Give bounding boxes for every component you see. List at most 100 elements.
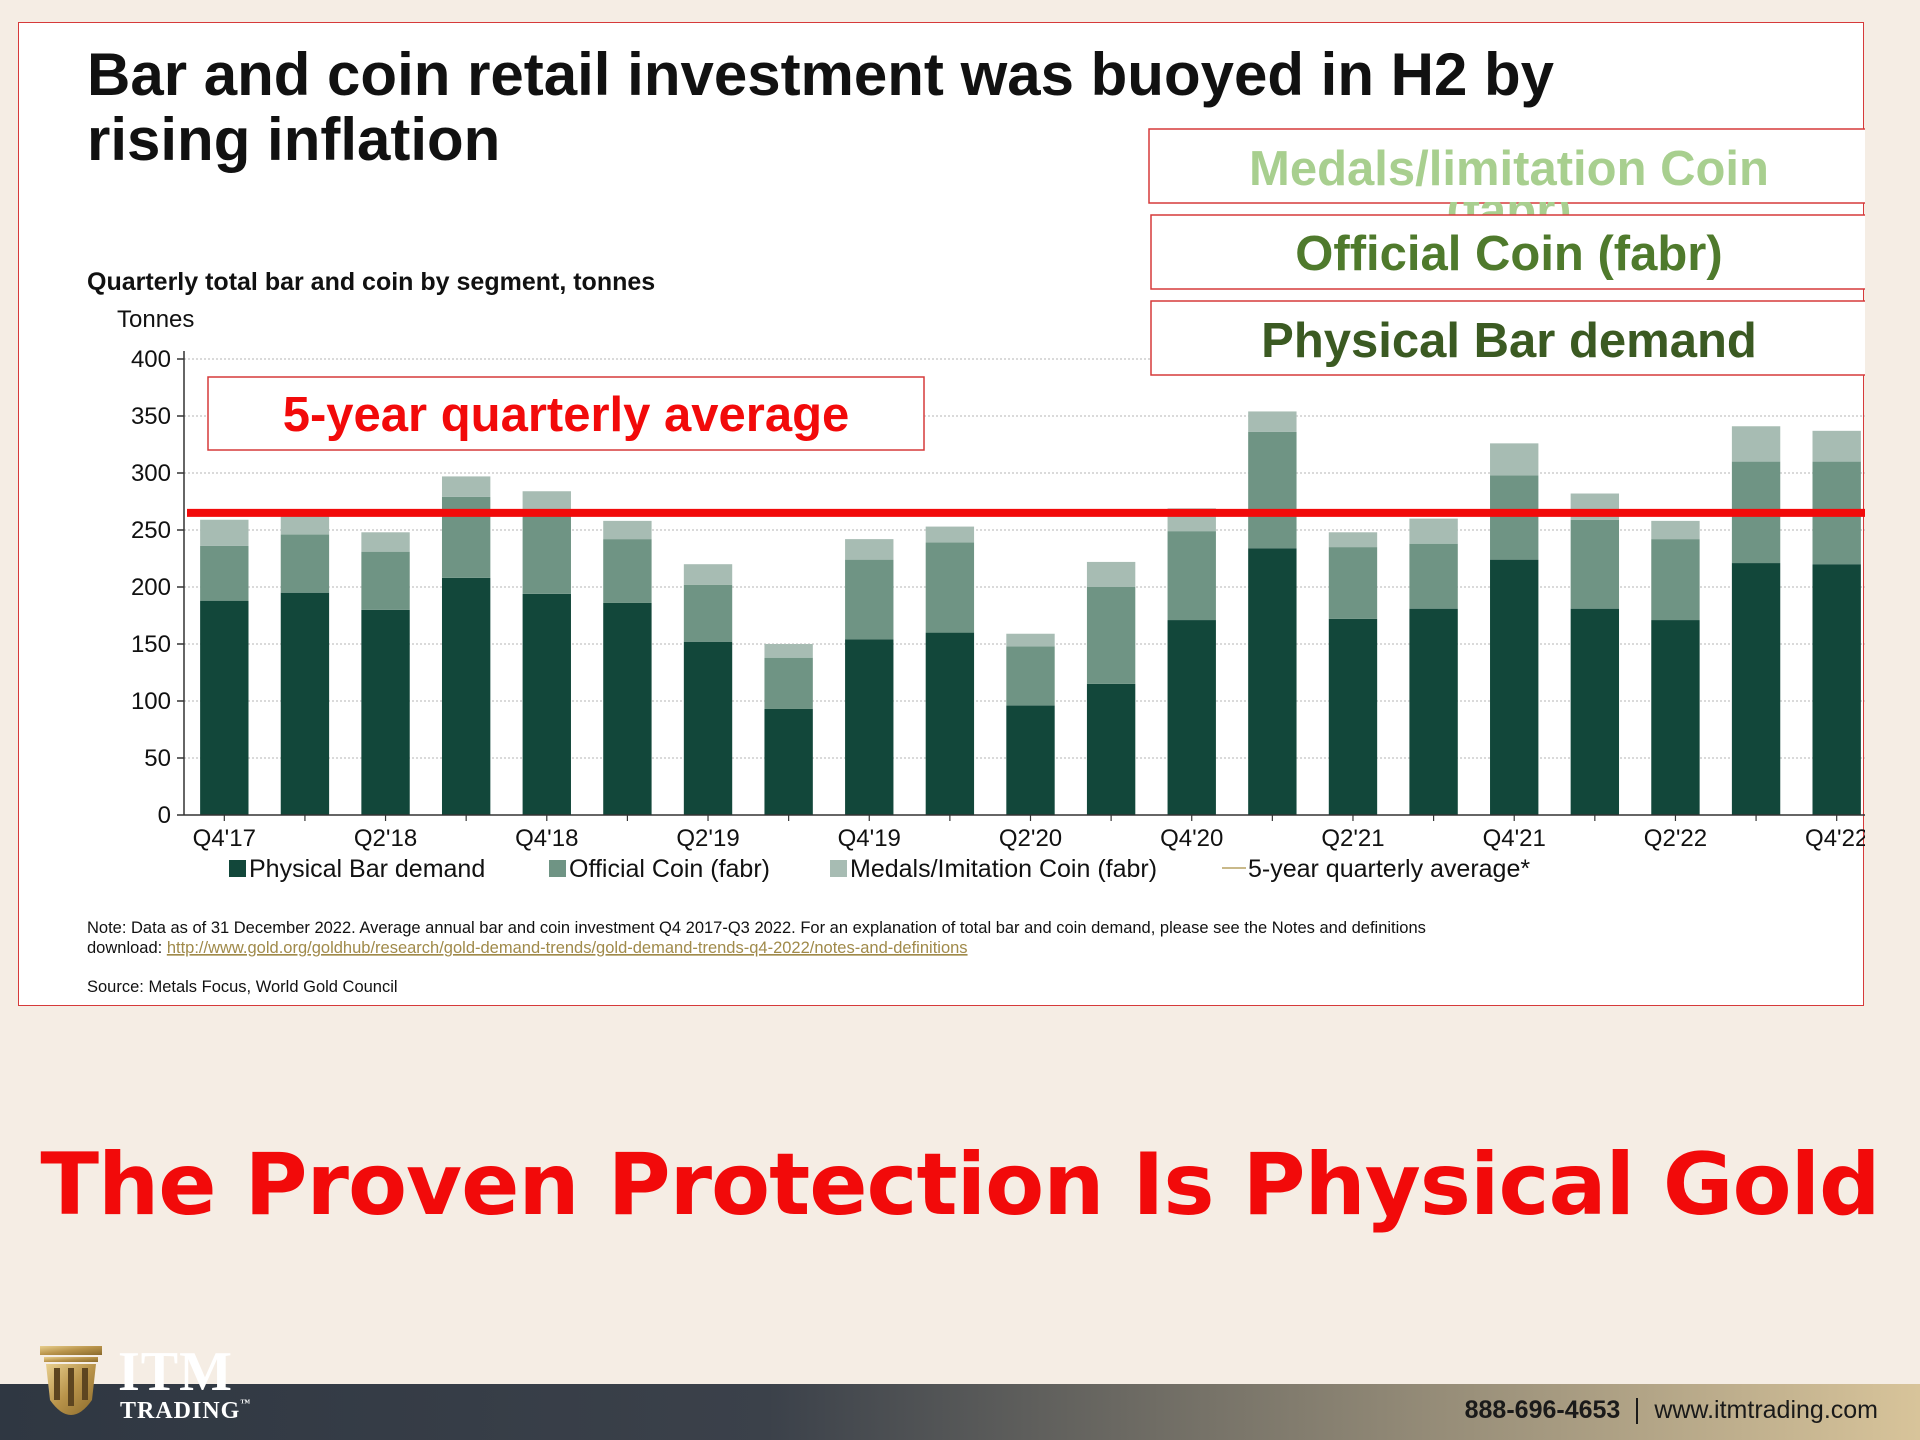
chart-source: Source: Metals Focus, World Gold Council [87, 978, 398, 996]
bar-segment [1409, 543, 1458, 609]
bar-segment [764, 644, 813, 658]
legend-swatch [549, 860, 566, 877]
bars [200, 411, 1861, 815]
legend-swatch [830, 860, 847, 877]
y-tick-label: 300 [131, 460, 171, 487]
bar-segment [603, 520, 652, 540]
logo-text-itm: ITM [118, 1341, 233, 1403]
bar-segment [1086, 561, 1136, 587]
bar-segment [1490, 475, 1539, 560]
x-tick-label: Q4'18 [515, 825, 578, 852]
bar-segment [522, 516, 571, 594]
x-tick-label: Q2'22 [1644, 825, 1707, 852]
callout-average-text: 5-year quarterly average [283, 388, 850, 442]
footer-website[interactable]: www.itmtrading.com [1654, 1396, 1878, 1424]
bar-segment [280, 511, 330, 535]
bar-segment [1490, 559, 1539, 815]
x-tick-label: Q2'19 [676, 825, 739, 852]
y-tick-label: 250 [131, 517, 171, 544]
bar-segment [1409, 518, 1458, 544]
footer-contact: 888-696-4653 www.itmtrading.com [1465, 1396, 1878, 1425]
bar-segment [845, 559, 894, 640]
legend-label: Physical Bar demand [249, 855, 485, 883]
bar-segment [1490, 443, 1539, 476]
legend-label: 5-year quarterly average* [1248, 855, 1530, 883]
y-tick-label: 100 [131, 688, 171, 715]
bar-segment [1731, 563, 1781, 815]
x-tick-label: Q4'20 [1160, 825, 1223, 852]
bar-segment [1086, 683, 1136, 815]
pillar-icon [40, 1346, 102, 1415]
logo-trademark: ™ [240, 1398, 252, 1409]
chart-subtitle: Quarterly total bar and coin by segment,… [87, 268, 655, 296]
bar-segment [200, 519, 249, 546]
y-tick-label: 150 [131, 631, 171, 658]
bar-segment [1651, 539, 1700, 621]
bar-segment [1328, 547, 1378, 619]
x-tick-label: Q4'21 [1483, 825, 1546, 852]
bar-segment [1651, 520, 1700, 540]
bar-segment [1248, 431, 1297, 549]
bar-segment [925, 542, 975, 633]
bar-segment [1328, 532, 1378, 548]
bar-segment [1006, 646, 1055, 706]
bar-segment [1812, 564, 1861, 815]
bar-segment [1248, 411, 1297, 432]
bar-segment [1167, 620, 1216, 815]
bar-segment [603, 539, 652, 603]
x-tick-label: Q2'18 [354, 825, 417, 852]
bar-segment [764, 708, 813, 815]
bar-segment [1651, 620, 1700, 815]
logo-text-trading-word: TRADING [120, 1398, 241, 1424]
bar-segment [200, 545, 249, 601]
bar-segment [200, 600, 249, 815]
bar-segment [280, 592, 330, 815]
bar-segment [925, 632, 975, 815]
itm-trading-logo: ITM TRADING™ [36, 1340, 256, 1430]
chart-panel: Bar and coin retail investment was buoye… [18, 22, 1865, 1006]
y-tick-label: 0 [158, 802, 171, 829]
bar-segment [683, 564, 733, 585]
legend: Physical Bar demand Official Coin (fabr) M… [229, 855, 1530, 883]
bar-segment [764, 657, 813, 709]
callout-medals: (fabr) Medals/limitation Coin [1148, 128, 1865, 238]
footer-bar [0, 1384, 1920, 1440]
y-tick-label: 350 [131, 403, 171, 430]
x-tick-label: Q4'19 [838, 825, 901, 852]
x-tick-label: Q2'21 [1321, 825, 1384, 852]
chart-note-line-2: download: http://www.gold.org/goldhub/re… [87, 939, 968, 957]
bar-segment [1086, 587, 1136, 684]
y-tick-label: 200 [131, 574, 171, 601]
bar-segment [925, 526, 975, 543]
stacked-bar-chart: Bar and coin retail investment was buoye… [87, 41, 1865, 996]
x-tick-label: Q4'22 [1805, 825, 1865, 852]
bar-segment [1812, 430, 1861, 462]
x-tick-label: Q2'20 [999, 825, 1062, 852]
footer-divider [1636, 1397, 1639, 1424]
bar-segment [1328, 618, 1378, 815]
bar-segment [1731, 426, 1781, 462]
bar-segment [361, 551, 410, 610]
bar-segment [1006, 633, 1055, 647]
bar-segment [683, 641, 733, 815]
chart-note-line-1: Note: Data as of 31 December 2022. Avera… [87, 919, 1426, 937]
callout-average: 5-year quarterly average [207, 376, 925, 451]
logo-text-trading: TRADING™ [120, 1398, 251, 1425]
x-tick-label: Q4'17 [193, 825, 256, 852]
chart-title-line-1: Bar and coin retail investment was buoye… [87, 41, 1555, 108]
bar-segment [1167, 531, 1216, 621]
bar-segment [603, 602, 652, 815]
x-axis-ticks: Q4'17 Q2'18 Q4'18 Q2'19 Q4'19 Q2'20 Q4'20 Q2'21… [193, 815, 1865, 852]
footer-phone[interactable]: 888-696-4653 [1464, 1396, 1621, 1424]
bar-segment [1006, 705, 1055, 815]
bar-segment [361, 532, 410, 552]
bar-segment [441, 577, 491, 815]
notes-definitions-link[interactable]: http://www.gold.org/goldhub/research/gol… [167, 939, 968, 957]
callout-medals-text: Medals/limitation Coin [1249, 142, 1769, 196]
bar-segment [845, 539, 894, 560]
callout-official-coin-text: Official Coin (fabr) [1295, 227, 1722, 281]
slide-headline: The Proven Protection Is Physical Gold [40, 1135, 1880, 1235]
y-axis-unit-label: Tonnes [117, 306, 194, 333]
callout-physical-bar-text: Physical Bar demand [1261, 314, 1757, 368]
legend-label: Official Coin (fabr) [569, 855, 770, 883]
